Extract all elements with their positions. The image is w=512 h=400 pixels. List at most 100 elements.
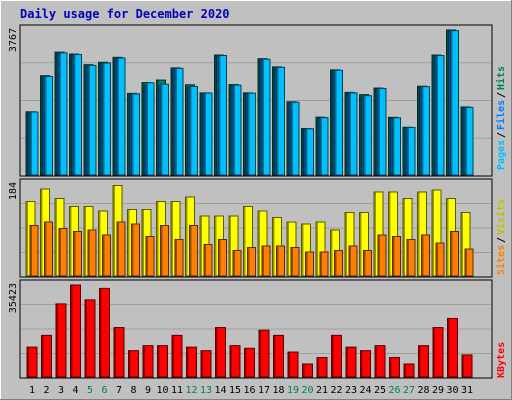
bar-sites-day-13 bbox=[203, 244, 213, 277]
bar-pages-day-1 bbox=[29, 111, 39, 176]
bar-sites-day-25 bbox=[377, 234, 387, 277]
bar-sites-day-7 bbox=[116, 221, 126, 277]
bar-kbytes-day-16 bbox=[244, 347, 255, 378]
bar-sites-day-31 bbox=[464, 248, 474, 277]
legend-visits: Visits bbox=[495, 199, 507, 235]
bar-pages-day-23 bbox=[348, 92, 358, 176]
bar-sites-day-14 bbox=[218, 239, 227, 277]
bar-kbytes-day-14 bbox=[215, 327, 226, 378]
day-label-22: 22 bbox=[330, 385, 342, 396]
bar-kbytes-day-30 bbox=[447, 317, 458, 378]
bar-kbytes-day-26 bbox=[389, 357, 400, 378]
bar-kbytes-day-19 bbox=[287, 351, 299, 378]
bar-kbytes-day-22 bbox=[331, 334, 342, 378]
bar-kbytes-day-7 bbox=[113, 327, 125, 378]
bar-pages-day-30 bbox=[450, 30, 459, 176]
bar-pages-day-22 bbox=[334, 69, 343, 176]
bar-pages-day-11 bbox=[174, 67, 184, 176]
bar-kbytes-day-3 bbox=[55, 303, 67, 378]
day-label-5: 5 bbox=[87, 385, 93, 396]
bar-sites-day-29 bbox=[435, 242, 445, 277]
bar-sites-day-16 bbox=[247, 247, 256, 277]
bar-pages-day-17 bbox=[261, 58, 271, 176]
bar-pages-day-25 bbox=[377, 88, 387, 176]
bar-kbytes-day-28 bbox=[418, 345, 429, 378]
day-label-25: 25 bbox=[374, 385, 386, 396]
bar-pages-day-5 bbox=[87, 64, 97, 176]
bar-sites-day-6 bbox=[102, 234, 111, 277]
bar-pages-day-19 bbox=[290, 101, 300, 176]
bar-sites-day-27 bbox=[406, 239, 416, 277]
bar-kbytes-day-11 bbox=[171, 334, 183, 378]
bar-pages-day-2 bbox=[44, 75, 53, 176]
bar-pages-day-7 bbox=[116, 57, 126, 176]
bar-pages-day-14 bbox=[218, 55, 227, 176]
legend-sites: Sites bbox=[495, 245, 507, 275]
day-label-6: 6 bbox=[101, 385, 107, 396]
day-label-21: 21 bbox=[316, 385, 328, 396]
bar-pages-day-12 bbox=[189, 85, 198, 176]
bar-sites-day-17 bbox=[261, 245, 271, 277]
day-label-12: 12 bbox=[185, 385, 197, 396]
bar-pages-day-15 bbox=[232, 84, 242, 176]
bar-pages-day-24 bbox=[363, 95, 372, 176]
day-label-8: 8 bbox=[130, 385, 136, 396]
bar-kbytes-day-9 bbox=[142, 345, 154, 378]
bar-sites-day-18 bbox=[276, 245, 285, 277]
legend-pages: Pages bbox=[496, 140, 507, 170]
bar-kbytes-day-18 bbox=[273, 334, 284, 378]
bar-kbytes-day-6 bbox=[99, 287, 110, 378]
day-label-4: 4 bbox=[72, 385, 78, 396]
day-label-23: 23 bbox=[345, 385, 357, 396]
hits-ymax-label: 3767 bbox=[8, 28, 19, 52]
panel-1-legend: Pages / Files / Hits bbox=[495, 66, 507, 170]
day-label-3: 3 bbox=[58, 385, 64, 396]
bar-kbytes-day-31 bbox=[461, 354, 473, 378]
bar-sites-day-4 bbox=[73, 231, 82, 277]
bar-sites-day-5 bbox=[87, 229, 97, 277]
legend-sep-1: / bbox=[496, 132, 507, 138]
bar-sites-day-15 bbox=[232, 250, 242, 277]
bar-pages-day-18 bbox=[276, 66, 285, 176]
bar-sites-day-21 bbox=[319, 251, 329, 277]
bar-sites-day-19 bbox=[290, 247, 300, 277]
day-label-14: 14 bbox=[214, 385, 226, 396]
day-label-15: 15 bbox=[229, 385, 241, 396]
day-label-26: 26 bbox=[388, 385, 400, 396]
day-label-31: 31 bbox=[461, 385, 473, 396]
bar-sites-day-10 bbox=[160, 225, 169, 277]
bar-sites-day-23 bbox=[348, 245, 358, 277]
day-label-20: 20 bbox=[301, 385, 313, 396]
day-label-9: 9 bbox=[145, 385, 151, 396]
bar-sites-day-2 bbox=[44, 221, 53, 277]
bar-kbytes-day-23 bbox=[345, 346, 357, 378]
kbytes-ymax-label: 35423 bbox=[8, 283, 19, 313]
bar-pages-day-16 bbox=[247, 92, 256, 176]
day-label-2: 2 bbox=[43, 385, 49, 396]
bar-pages-day-4 bbox=[73, 54, 82, 176]
bar-kbytes-day-15 bbox=[229, 345, 241, 378]
day-label-7: 7 bbox=[116, 385, 122, 396]
day-label-29: 29 bbox=[432, 385, 444, 396]
panel-1-bars bbox=[25, 29, 474, 176]
day-label-11: 11 bbox=[171, 385, 183, 396]
bar-kbytes-day-21 bbox=[316, 357, 328, 378]
bar-kbytes-day-5 bbox=[84, 299, 96, 378]
bar-kbytes-day-4 bbox=[70, 284, 81, 378]
bar-pages-day-21 bbox=[319, 117, 329, 176]
bar-sites-day-28 bbox=[421, 234, 430, 277]
x-axis-day-labels: 1 2 3 4 5 6 7 8 9 10 11 12 13 14 15 16 17 18 19 20 21 22 23 24 2… bbox=[29, 385, 473, 396]
bar-pages-day-13 bbox=[203, 92, 213, 176]
bar-pages-day-8 bbox=[131, 93, 140, 176]
bar-sites-day-20 bbox=[305, 251, 314, 277]
panel-2-legend: Sites / Visits bbox=[495, 199, 507, 275]
legend-hits: Hits bbox=[495, 66, 507, 90]
day-label-30: 30 bbox=[446, 385, 458, 396]
bar-kbytes-day-10 bbox=[157, 345, 168, 378]
bar-pages-day-10 bbox=[160, 83, 169, 176]
legend-sep-2: / bbox=[496, 92, 507, 98]
panel-2-bars bbox=[25, 185, 474, 277]
bar-sites-day-26 bbox=[392, 236, 401, 277]
bar-sites-day-11 bbox=[174, 239, 184, 277]
